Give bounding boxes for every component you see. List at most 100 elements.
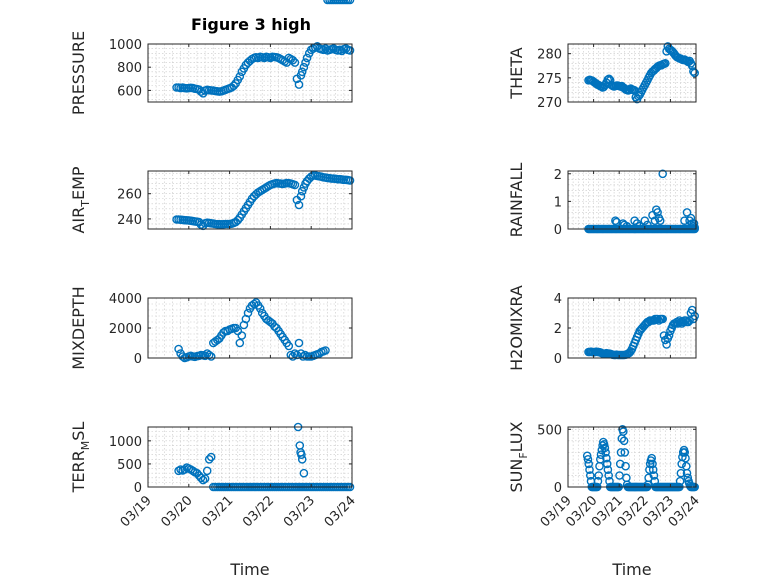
mixdepth-point xyxy=(200,351,210,361)
mixdepth-point xyxy=(174,344,183,354)
h2omixra-series xyxy=(584,305,700,360)
pressure-point xyxy=(297,67,307,77)
mixdepth-point xyxy=(235,338,245,348)
pressure-ytick-label: 800 xyxy=(117,61,142,76)
sunflux-point xyxy=(648,459,657,469)
rainfall-ytick-label: 2 xyxy=(554,168,562,183)
terrmsl-xtick-label: 03/22 xyxy=(240,493,277,530)
pressure-point xyxy=(345,46,355,55)
rainfall-point xyxy=(658,169,668,179)
pressure-plot-area xyxy=(148,44,352,102)
theta-point xyxy=(662,47,671,56)
airtemp-point xyxy=(290,180,300,190)
theta-ylabel-main: THETA xyxy=(507,47,526,99)
pressure-ytick-label: 1000 xyxy=(109,38,142,53)
sunflux-ylabel-sub: F xyxy=(517,452,530,458)
sunflux-plot-area xyxy=(568,427,696,487)
mixdepth-ylabel-main: MIXDEPTH xyxy=(69,286,88,369)
theta-panel: 270 275 280 THETA xyxy=(507,42,700,111)
rainfall-point xyxy=(632,219,642,228)
theta-ytick-label: 275 xyxy=(537,72,562,87)
rainfall-point xyxy=(655,216,665,225)
airtemp-ylabel-main: AIR xyxy=(69,207,88,234)
airtemp-axes-box xyxy=(147,170,353,230)
rainfall-plot-area xyxy=(568,171,696,229)
h2omixra-panel: 0 2 4 H2OMIXRA xyxy=(507,285,700,371)
terrmsl-ylabel-sub: M xyxy=(79,441,92,451)
pressure-ylabel: PRESSURE xyxy=(69,31,88,115)
sunflux-point xyxy=(648,465,658,475)
theta-point xyxy=(599,82,609,92)
rainfall-panel: 0 1 2 RAINFALL xyxy=(507,163,700,238)
sunflux-point xyxy=(676,468,686,478)
sunflux-point xyxy=(647,453,657,463)
sunflux-point xyxy=(621,461,630,471)
rainfall-point xyxy=(689,219,699,228)
airtemp-ytick-label: 240 xyxy=(117,213,142,228)
sunflux-point xyxy=(584,459,594,469)
airtemp-panel: 240 260 AIRTEMP xyxy=(69,166,355,234)
h2omixra-point xyxy=(664,331,674,340)
theta-point xyxy=(689,67,698,76)
airtemp-ylabel: AIRTEMP xyxy=(69,166,92,233)
rainfall-point xyxy=(682,208,692,217)
sunflux-point xyxy=(586,471,595,480)
rainfall-point xyxy=(690,223,700,232)
rainfall-point xyxy=(640,216,650,225)
theta-axes-box xyxy=(567,43,697,103)
rainfall-ytick-label: 0 xyxy=(554,223,562,238)
mixdepth-ytick-label: 4000 xyxy=(109,292,142,307)
mixdepth-point xyxy=(298,352,308,361)
sunflux-point xyxy=(594,471,604,480)
h2omixra-ytick-label: 2 xyxy=(554,322,562,337)
h2omixra-point xyxy=(662,340,671,349)
h2omixra-point xyxy=(690,311,700,321)
terrmsl-xtick-label: 03/19 xyxy=(118,493,155,530)
mixdepth-point xyxy=(345,0,355,5)
mixdepth-point xyxy=(178,352,187,361)
mixdepth-ylabel: MIXDEPTH xyxy=(69,286,88,369)
pressure-series xyxy=(172,42,355,98)
rainfall-point xyxy=(643,220,652,230)
sunflux-xlabel: Time xyxy=(611,560,651,579)
sunflux-point xyxy=(604,471,614,480)
mixdepth-point xyxy=(204,350,214,360)
theta-ylabel: THETA xyxy=(507,47,526,99)
terrmsl-ytick-label: 0 xyxy=(134,481,142,496)
terrmsl-point xyxy=(174,466,183,476)
terrmsl-xlabel: Time xyxy=(229,560,269,579)
airtemp-point xyxy=(233,215,243,225)
airtemp-point xyxy=(345,176,355,185)
airtemp-point xyxy=(296,191,306,201)
pressure-point xyxy=(229,81,238,91)
terrmsl-plot-area xyxy=(148,427,352,487)
rainfall-point xyxy=(622,221,632,231)
sunflux-ylabel: SUNFLUX xyxy=(507,421,530,492)
sunflux-ytick-label: 0 xyxy=(554,481,562,496)
terrmsl-point xyxy=(202,466,212,476)
airtemp-series xyxy=(172,171,355,231)
terrmsl-panel: 03/19 03/20 03/21 03/22 03/23 03/24 0 500 1000 TE… xyxy=(69,422,359,579)
terrmsl-xtick-label: 03/24 xyxy=(322,493,359,530)
sunflux-point xyxy=(583,454,593,464)
terrmsl-point xyxy=(180,465,189,474)
sunflux-ylabel-tail: LUX xyxy=(507,421,526,452)
mixdepth-ytick-label: 0 xyxy=(134,352,142,367)
terrmsl-xtick-label: 03/23 xyxy=(281,493,318,530)
mixdepth-point xyxy=(249,299,259,309)
pressure-point xyxy=(288,55,298,65)
terrmsl-point xyxy=(206,452,216,462)
h2omixra-ylabel: H2OMIXRA xyxy=(507,285,526,371)
figure-title: Figure 3 high xyxy=(191,15,311,34)
airtemp-ytick-label: 260 xyxy=(117,188,142,203)
sunflux-point xyxy=(682,468,692,478)
terrmsl-ytick-label: 1000 xyxy=(109,435,142,450)
theta-point xyxy=(690,68,700,78)
pressure-point xyxy=(321,44,330,53)
rainfall-point xyxy=(653,208,662,217)
pressure-ytick-label: 600 xyxy=(117,84,142,99)
sunflux-point xyxy=(619,427,628,436)
sunflux-point xyxy=(582,451,592,461)
sunflux-point xyxy=(675,476,685,486)
airtemp-ylabel-tail: EMP xyxy=(69,166,88,200)
